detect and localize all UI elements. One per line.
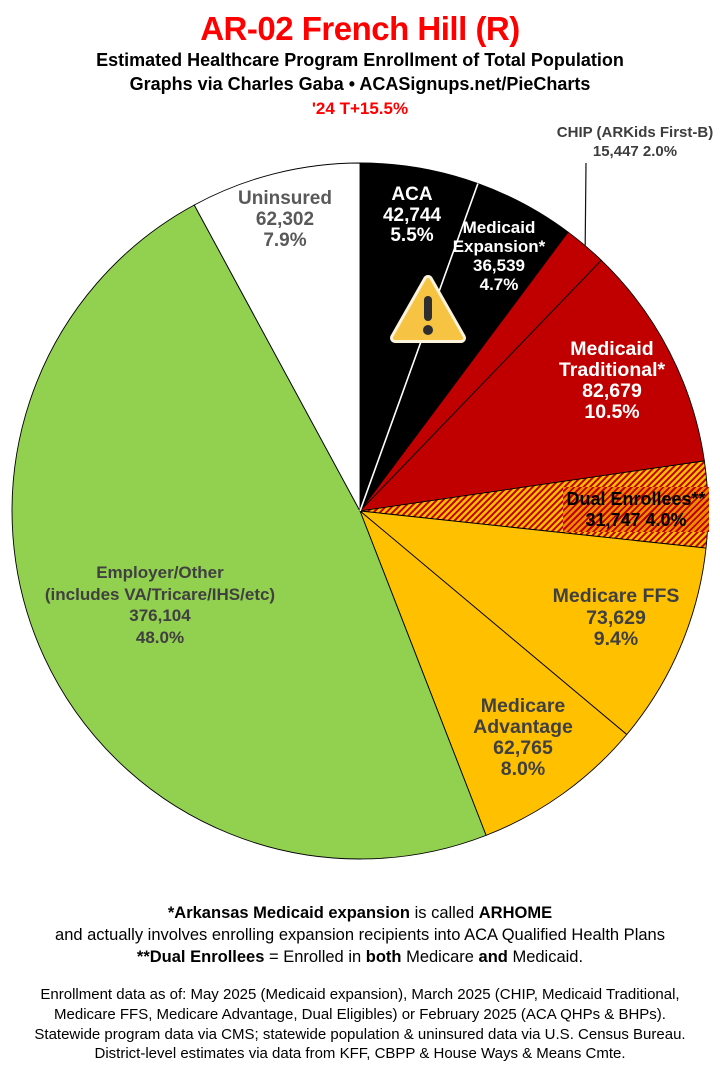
trend-annotation: '24 T+15.5%: [311, 99, 409, 118]
label-line: Traditional*: [558, 359, 666, 381]
slice-label-employer-other: Employer/Other (includes VA/Tricare/IHS/…: [45, 562, 275, 648]
label-line: 36,539: [473, 256, 525, 275]
label-line: (includes VA/Tricare/IHS/etc): [44, 584, 276, 604]
pie-slice-employer-other: [11, 204, 487, 860]
warning-triangle-icon: [388, 272, 468, 352]
slice-label-medicaid-traditional: Medicaid Traditional* 82,679 10.5%: [559, 339, 665, 423]
label-line: 31,747 4.0%: [585, 509, 687, 530]
label-line: 62,302: [255, 209, 315, 230]
pie-slice-medicare-advantage: [359, 510, 628, 836]
source-line: Enrollment data as of: May 2025 (Medicai…: [40, 986, 680, 1003]
slice-label-medicare-ffs: Medicare FFS 73,629 9.4%: [552, 585, 680, 651]
label-line: 82,679: [582, 380, 642, 402]
source-note-block: Enrollment data as of: May 2025 (Medicai…: [0, 985, 720, 1064]
label-line: 7.9%: [263, 230, 307, 251]
label-line: 10.5%: [584, 401, 640, 423]
pie-slice-uninsured: [193, 162, 361, 512]
label-line: 9.4%: [593, 628, 639, 650]
label-line: 8.0%: [500, 758, 546, 780]
slice-divider-line: [359, 183, 479, 512]
pie-slice-medicare-ffs: [359, 510, 707, 735]
label-line: 62,765: [493, 737, 553, 759]
source-line: Medicare FFS, Medicare Advantage, Dual E…: [54, 1005, 666, 1023]
label-line: 48.0%: [135, 627, 185, 647]
label-line: Medicare: [480, 695, 566, 717]
label-line: Uninsured: [238, 188, 332, 209]
label-line: CHIP (ARKids First-B): [556, 124, 714, 141]
label-line: 42,744: [382, 204, 442, 226]
slice-label-medicare-advantage: Medicare Advantage 62,765 8.0%: [473, 696, 573, 780]
label-line: Medicare FFS: [552, 585, 680, 607]
label-line: Medicaid: [462, 218, 536, 237]
source-line: Statewide program data via CMS; statewid…: [34, 1025, 686, 1043]
footnote-line: **Dual Enrollees = Enrolled in both Medi…: [136, 947, 584, 966]
label-line: ACA: [391, 184, 433, 205]
label-line: 73,629: [586, 606, 646, 629]
label-line: Employer/Other: [96, 563, 224, 582]
label-line: Dual Enrollees**: [566, 488, 706, 509]
label-line: Expansion*: [452, 237, 546, 256]
slice-label-dual-enrollees: Dual Enrollees** 31,747 4.0%: [563, 487, 709, 532]
slice-label-chip: CHIP (ARKids First-B) 15,447 2.0%: [557, 123, 713, 161]
label-line: 376,104: [129, 606, 191, 625]
label-line: Medicaid: [570, 338, 654, 360]
chip-leader-line: [584, 162, 587, 246]
slice-label-aca: ACA 42,744 5.5%: [382, 184, 442, 247]
footnote-line: and actually involves enrolling expansio…: [55, 925, 665, 944]
label-line: Advantage: [473, 716, 573, 738]
source-line: District-level estimates via data from K…: [94, 1045, 626, 1063]
footnote-block: *Arkansas Medicaid expansion is called A…: [0, 903, 720, 968]
credit-line: Graphs via Charles Gaba • ACASignups.net…: [129, 74, 591, 94]
label-line: 4.7%: [479, 275, 519, 294]
chart-subtitle: Estimated Healthcare Program Enrollment …: [96, 50, 624, 70]
label-line: 5.5%: [390, 225, 434, 246]
pie-slice-medicaid-traditional: [359, 259, 705, 512]
label-line: 15,447 2.0%: [592, 143, 678, 160]
page-title: AR-02 French Hill (R): [200, 10, 520, 47]
footnote-line: *Arkansas Medicaid expansion is called A…: [167, 904, 553, 922]
slice-label-uninsured: Uninsured 62,302 7.9%: [238, 188, 332, 251]
slice-label-medicaid-expansion: Medicaid Expansion* 36,539 4.7%: [453, 218, 546, 294]
